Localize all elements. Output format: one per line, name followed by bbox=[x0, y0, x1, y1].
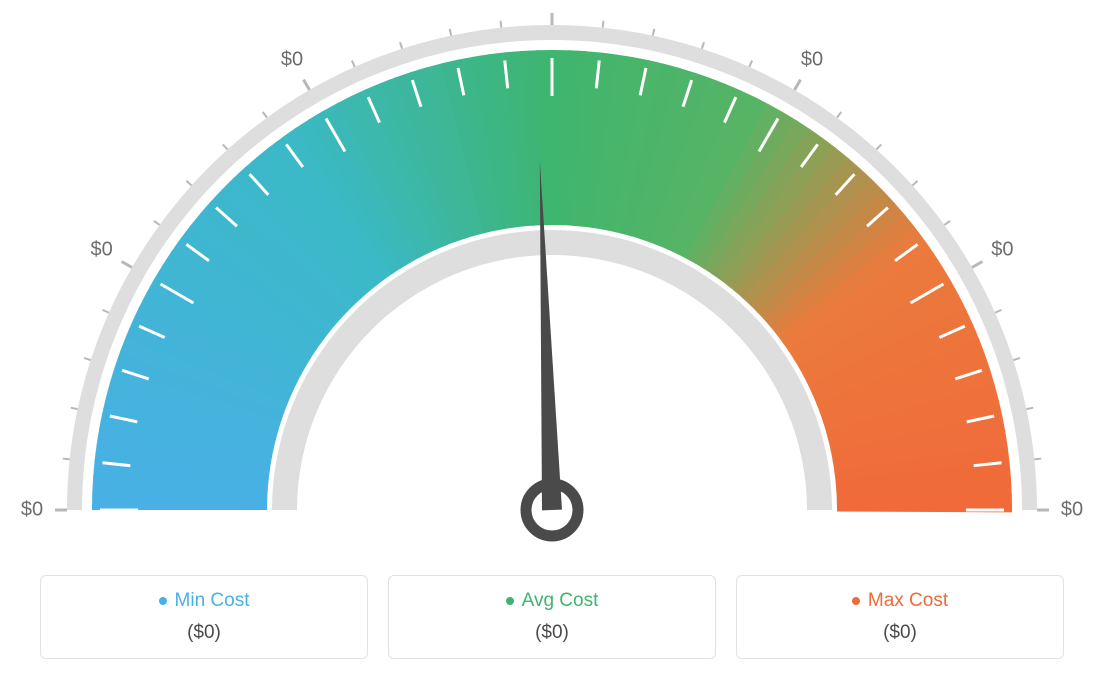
gauge-tick-label: $0 bbox=[91, 239, 113, 262]
legend-card-min: Min Cost ($0) bbox=[40, 575, 368, 659]
gauge-tick-label: $0 bbox=[281, 48, 303, 71]
gauge-tick-label: $0 bbox=[1061, 499, 1083, 522]
cost-gauge-chart: $0 $0 $0 $0 $0 $0 $0 bbox=[0, 0, 1104, 560]
legend-dot-avg bbox=[506, 597, 514, 605]
legend-dot-max bbox=[852, 597, 860, 605]
legend-row: Min Cost ($0) Avg Cost ($0) Max Cost ($0… bbox=[40, 575, 1064, 659]
legend-dot-min bbox=[159, 597, 167, 605]
legend-title-max: Max Cost bbox=[852, 590, 948, 612]
legend-card-max: Max Cost ($0) bbox=[736, 575, 1064, 659]
legend-title-min: Min Cost bbox=[159, 590, 250, 612]
legend-title-avg: Avg Cost bbox=[506, 590, 599, 612]
legend-label-min: Min Cost bbox=[175, 590, 250, 612]
gauge-tick-label: $0 bbox=[541, 0, 563, 2]
gauge-tick-label: $0 bbox=[991, 239, 1013, 262]
gauge-tick-label: $0 bbox=[21, 499, 43, 522]
gauge-tick-label: $0 bbox=[801, 48, 823, 71]
legend-value-avg: ($0) bbox=[401, 622, 703, 644]
gauge-svg bbox=[0, 0, 1104, 560]
legend-value-min: ($0) bbox=[53, 622, 355, 644]
legend-label-max: Max Cost bbox=[868, 590, 948, 612]
legend-label-avg: Avg Cost bbox=[522, 590, 599, 612]
legend-card-avg: Avg Cost ($0) bbox=[388, 575, 716, 659]
legend-value-max: ($0) bbox=[749, 622, 1051, 644]
